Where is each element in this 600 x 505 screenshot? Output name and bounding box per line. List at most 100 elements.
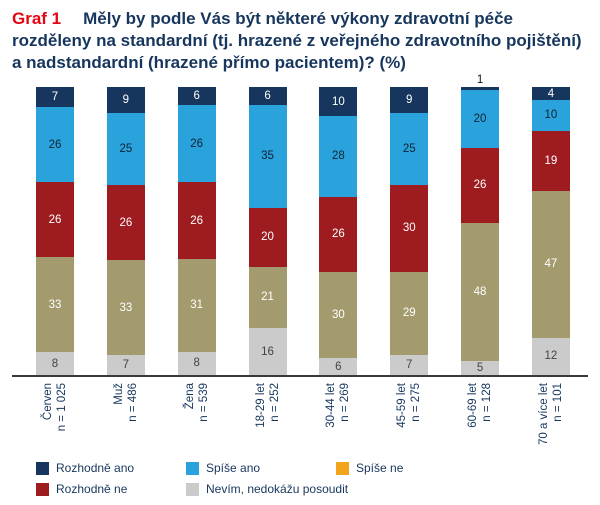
segment-nevim: 16	[248, 328, 287, 376]
segment-rozhodne-ne: 26	[461, 147, 500, 223]
bar-column-3: 6 26 26 31 8	[177, 87, 216, 376]
segment-rozhodne-ne: 26	[319, 196, 358, 272]
category-n: n = 486	[127, 383, 140, 422]
category-name: 45-59 let	[396, 383, 409, 429]
stacked-bar: 6 35 20 21 16	[248, 87, 287, 376]
segment-value: 5	[476, 362, 484, 375]
category-n: n = 269	[339, 383, 352, 422]
segment-spise-ne: 21	[248, 266, 287, 329]
segment-value: 20	[261, 231, 274, 244]
category-name: 30-44 let	[325, 383, 338, 429]
segment-rozhodne-ano: 1	[461, 74, 500, 91]
segment-rozhodne-ano: 6	[248, 87, 287, 105]
category-n: n = 128	[481, 383, 494, 422]
category-n: n = 1 025	[56, 383, 69, 432]
segment-value: 26	[48, 213, 62, 226]
segment-spise-ne: 33	[36, 257, 74, 353]
segment-value: 26	[190, 137, 204, 150]
segment-value: 26	[190, 214, 204, 227]
segment-value: 6	[335, 360, 342, 373]
category-name: 18-29 let	[254, 383, 267, 429]
segment-value: 31	[190, 299, 204, 312]
bar-column-7: 1 20 26 48 5	[461, 74, 500, 376]
x-label-text: 60-69 let n = 128	[466, 383, 495, 479]
segment-rozhodne-ano: 9	[106, 87, 145, 114]
stacked-bar: 7 26 26 33 8	[36, 87, 74, 376]
segment-nevim: 5	[461, 360, 500, 376]
segment-rozhodne-ano: 7	[36, 87, 74, 108]
segment-value: 30	[402, 222, 416, 235]
x-label-text: 70 a více let n = 101	[537, 383, 566, 479]
segment-spise-ne: 30	[319, 271, 358, 358]
legend: Rozhodně ano Spíše ano Spíše ne Rozhodně ne…	[12, 461, 588, 496]
segment-spise-ano: 20	[461, 90, 500, 148]
category-n: n = 539	[198, 383, 211, 422]
segment-value: 10	[544, 109, 558, 122]
x-label-5: 30-44 let n = 269	[319, 377, 357, 457]
segment-value: 48	[473, 285, 487, 298]
segment-rozhodne-ne: 26	[36, 182, 74, 258]
x-label-text: 30-44 let n = 269	[324, 383, 353, 479]
segment-nevim: 12	[531, 337, 570, 376]
stacked-bar: 10 28 26 30 6	[319, 87, 358, 376]
segment-value: 28	[331, 150, 345, 163]
legend-label: Spíše ano	[206, 461, 261, 476]
legend-swatch	[186, 482, 199, 496]
stacked-bar: 9 25 30 29 7	[390, 87, 429, 376]
segment-value: 10	[331, 95, 345, 108]
legend-swatch	[36, 461, 49, 475]
segment-value: 30	[331, 308, 345, 321]
segment-nevim: 7	[390, 355, 429, 376]
chart-title: Graf 1 Měly by podle Vás být některé výko…	[12, 8, 588, 73]
segment-spise-ne: 48	[461, 222, 500, 361]
segment-value: 8	[51, 357, 59, 370]
legend-label: Rozhodně ano	[56, 461, 135, 476]
segment-value: 6	[264, 90, 271, 103]
legend-swatch	[336, 461, 349, 475]
segment-value: 20	[473, 112, 487, 125]
stacked-bar: 4 10 19 47 12	[531, 87, 570, 376]
legend-item: Rozhodně ne	[36, 482, 186, 496]
segment-value: 19	[544, 154, 558, 167]
segment-nevim: 7	[106, 355, 145, 376]
x-label-4: 18-29 let n = 252	[249, 377, 287, 457]
x-label-7: 60-69 let n = 128	[461, 377, 499, 457]
category-name: Žena	[183, 383, 196, 410]
category-n: n = 252	[268, 383, 281, 422]
segment-value: 7	[122, 359, 130, 372]
segment-value: 29	[402, 307, 416, 320]
segment-rozhodne-ano: 6	[177, 87, 216, 106]
segment-value: 25	[119, 143, 133, 156]
legend-label: Nevím, nedokážu posoudit	[206, 482, 349, 497]
x-label-text: Muž n = 486	[112, 383, 141, 479]
segment-value: 47	[544, 258, 558, 271]
category-n: n = 101	[552, 383, 565, 422]
legend-item: Spíše ne	[336, 461, 588, 475]
x-label-text: Červen n = 1 025	[41, 383, 70, 479]
bar-column-8: 4 10 19 47 12	[531, 87, 570, 376]
legend-label: Rozhodně ne	[56, 482, 128, 497]
segment-value: 12	[544, 350, 558, 363]
bar-column-2: 9 25 26 33 7	[106, 87, 145, 376]
category-n: n = 275	[410, 383, 423, 422]
chart-title-number: Graf 1	[12, 9, 62, 28]
segment-value: 26	[331, 228, 345, 241]
bar-column-5: 10 28 26 30 6	[319, 87, 358, 376]
x-label-text: Žena n = 539	[183, 383, 212, 479]
category-name: Červen	[42, 383, 54, 421]
segment-spise-ano: 26	[36, 107, 74, 183]
legend-item: Rozhodně ano	[36, 461, 186, 475]
segment-spise-ne: 31	[177, 259, 216, 352]
x-label-3: Žena n = 539	[178, 377, 216, 457]
category-name: 60-69 let	[467, 383, 480, 429]
segment-spise-ne: 29	[390, 271, 429, 356]
x-label-text: 45-59 let n = 275	[395, 383, 424, 479]
segment-value: 4	[547, 87, 555, 100]
legend-swatch	[36, 482, 49, 496]
segment-rozhodne-ano: 9	[390, 87, 429, 114]
segment-value: 26	[473, 179, 487, 192]
plot-area: 7 26 26 33 8 9 25 26 33 7 6 26 26 31 8 6 35 20 21 16 10 28 26 3…	[12, 74, 588, 376]
bar-column-1: 7 26 26 33 8	[36, 87, 74, 376]
x-label-8: 70 a více let n = 101	[532, 377, 570, 457]
